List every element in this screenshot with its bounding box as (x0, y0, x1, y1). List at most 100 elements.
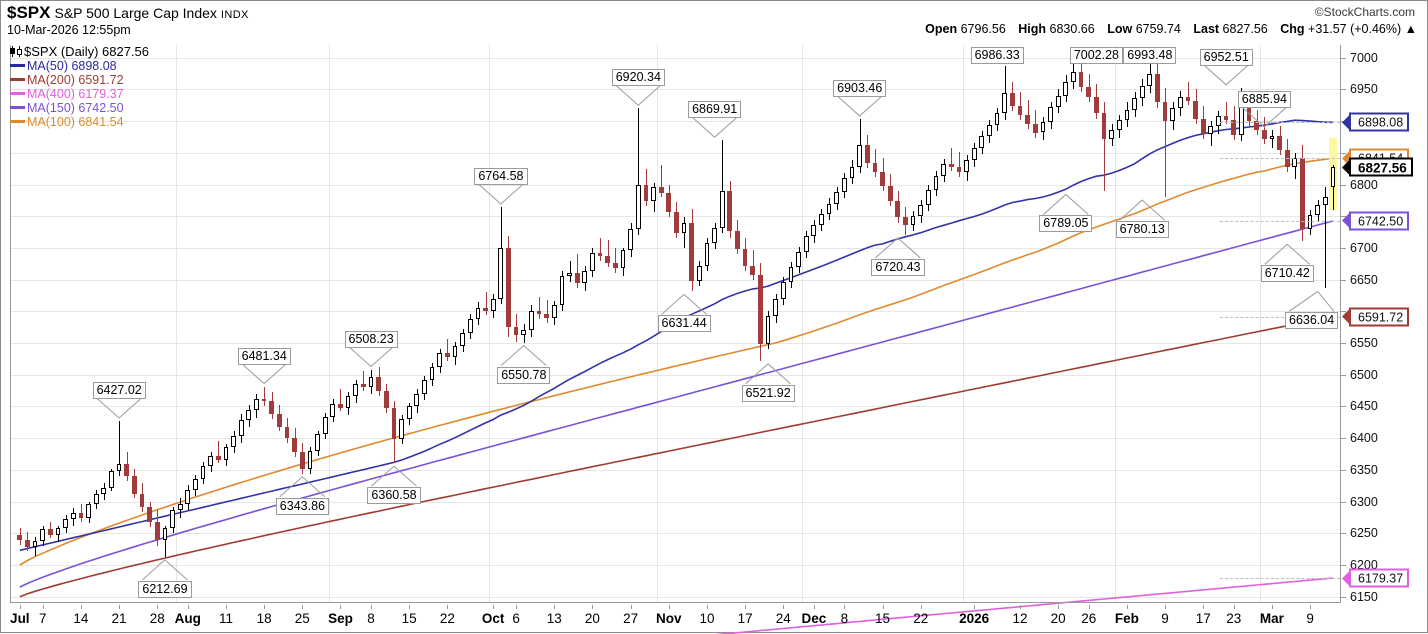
date-axis-label: Feb (1114, 611, 1139, 626)
date-axis-label: 22 (913, 611, 929, 626)
candle-body (857, 145, 862, 167)
candle-body (1269, 136, 1275, 139)
price-annotation: 6427.02 (92, 382, 146, 399)
flag-pointer-icon (1342, 307, 1351, 326)
candle-body (284, 426, 290, 439)
date-axis-tick (81, 605, 82, 609)
legend-ma100-label: MA(100) 6841.54 (27, 115, 124, 129)
candle-body (154, 521, 160, 540)
candle-body (849, 166, 855, 179)
date-axis-tick (516, 605, 517, 609)
candle-wick (264, 386, 265, 407)
candle-body (643, 184, 649, 201)
price-annotation: 6993.48 (1123, 47, 1177, 64)
axis-tick (1340, 469, 1346, 471)
candle-body (674, 212, 679, 233)
date-axis-tick (883, 605, 884, 609)
ma150-flag[interactable]: 6742.50 (1342, 211, 1410, 231)
candle-body (918, 204, 924, 217)
ma400-flag[interactable]: 6179.37 (1342, 568, 1410, 588)
candle-body (1071, 71, 1076, 82)
axis-tick (1340, 501, 1346, 503)
candle-body (1078, 71, 1084, 87)
copyright-icon: © (1314, 5, 1324, 19)
date-axis-label: 25 (294, 611, 310, 626)
date-axis-label: 14 (73, 611, 89, 626)
candle-body (483, 307, 488, 312)
candle-body (40, 529, 46, 541)
price-annotation: 6710.42 (1260, 265, 1314, 283)
candle-body (223, 447, 229, 460)
legend-price-label: $SPX (Daily) 6827.56 (24, 44, 150, 59)
date-axis-tick (302, 605, 303, 609)
price-axis-label: 6950 (1350, 82, 1378, 97)
candle-wick (570, 260, 571, 283)
price-axis-label: 6450 (1350, 399, 1378, 414)
candle-wick (951, 147, 952, 171)
candle-body (376, 377, 381, 392)
candle-body (1063, 81, 1069, 96)
candle-body (322, 416, 328, 435)
candle-body (696, 265, 702, 281)
axis-tick (1340, 343, 1346, 345)
candle-wick (539, 297, 540, 319)
flag-pointer-icon (1342, 211, 1351, 230)
candle-body (750, 265, 756, 275)
date-axis-tick (669, 605, 670, 609)
price-axis-label: 6400 (1350, 431, 1378, 446)
price-annotation: 6903.46 (833, 79, 887, 97)
candle-wick (340, 388, 341, 412)
candle-body (299, 452, 305, 469)
date-axis-label: Jul (10, 611, 30, 626)
date-axis-tick (447, 605, 448, 609)
candle-body (254, 398, 259, 411)
date-axis-tick (1127, 605, 1128, 609)
last-price-flag[interactable]: 6827.56 (1342, 157, 1413, 177)
price-annotation: 6720.43 (871, 258, 925, 276)
candle-body (1101, 113, 1107, 139)
legend-ma200-label: MA(200) 6591.72 (27, 73, 124, 87)
candle-body (124, 463, 130, 477)
candle-wick (577, 254, 578, 289)
price-axis-label: 6550 (1350, 336, 1378, 351)
date-axis-tick (264, 605, 265, 609)
price-annotation: 6550.78 (497, 366, 551, 384)
flag-pointer-icon (1342, 569, 1351, 588)
candle-body (1200, 118, 1206, 134)
candle-body (971, 147, 977, 161)
candle-body (635, 184, 641, 229)
price-annotation: 7002.28 (1069, 47, 1124, 64)
price-annotation: 6780.13 (1115, 221, 1169, 239)
candle-body (567, 273, 572, 276)
candle-body (1254, 121, 1260, 130)
date-axis-tick (554, 605, 555, 609)
date-axis-label: 8 (367, 611, 375, 626)
date-axis-label: 13 (546, 611, 562, 626)
candle-body (1155, 74, 1160, 103)
price-annotation: 6869.91 (688, 101, 742, 119)
price-axis-label: 6250 (1350, 526, 1378, 541)
candle-body (399, 419, 404, 440)
date-axis-label: 9 (1306, 611, 1314, 626)
axis-divider (1340, 45, 1341, 603)
candle-body (437, 353, 443, 368)
date-axis-label: 8 (840, 611, 849, 626)
price-plot-area[interactable]: 6212.69 6427.02 6343.86 6481.34 6360.58 6508.… (10, 45, 1340, 634)
candle-body (414, 393, 420, 407)
candle-wick (600, 237, 601, 261)
date-axis-tick (43, 605, 44, 609)
date-axis-tick (631, 605, 632, 609)
candle-body (353, 383, 359, 397)
candle-body (162, 528, 168, 540)
candle-body (651, 187, 656, 201)
ma50-flag[interactable]: 6898.08 (1342, 112, 1410, 132)
date-axis-label: 2026 (959, 611, 990, 626)
candle-body (1055, 95, 1061, 108)
axis-tick (1340, 564, 1346, 566)
candle-body (864, 145, 870, 163)
ma200-flag[interactable]: 6591.72 (1342, 307, 1410, 327)
date-axis-label: Mar (1259, 611, 1284, 626)
candle-body (1315, 204, 1321, 215)
axis-tick (1340, 89, 1346, 91)
price-annotation: 6521.92 (741, 384, 795, 402)
